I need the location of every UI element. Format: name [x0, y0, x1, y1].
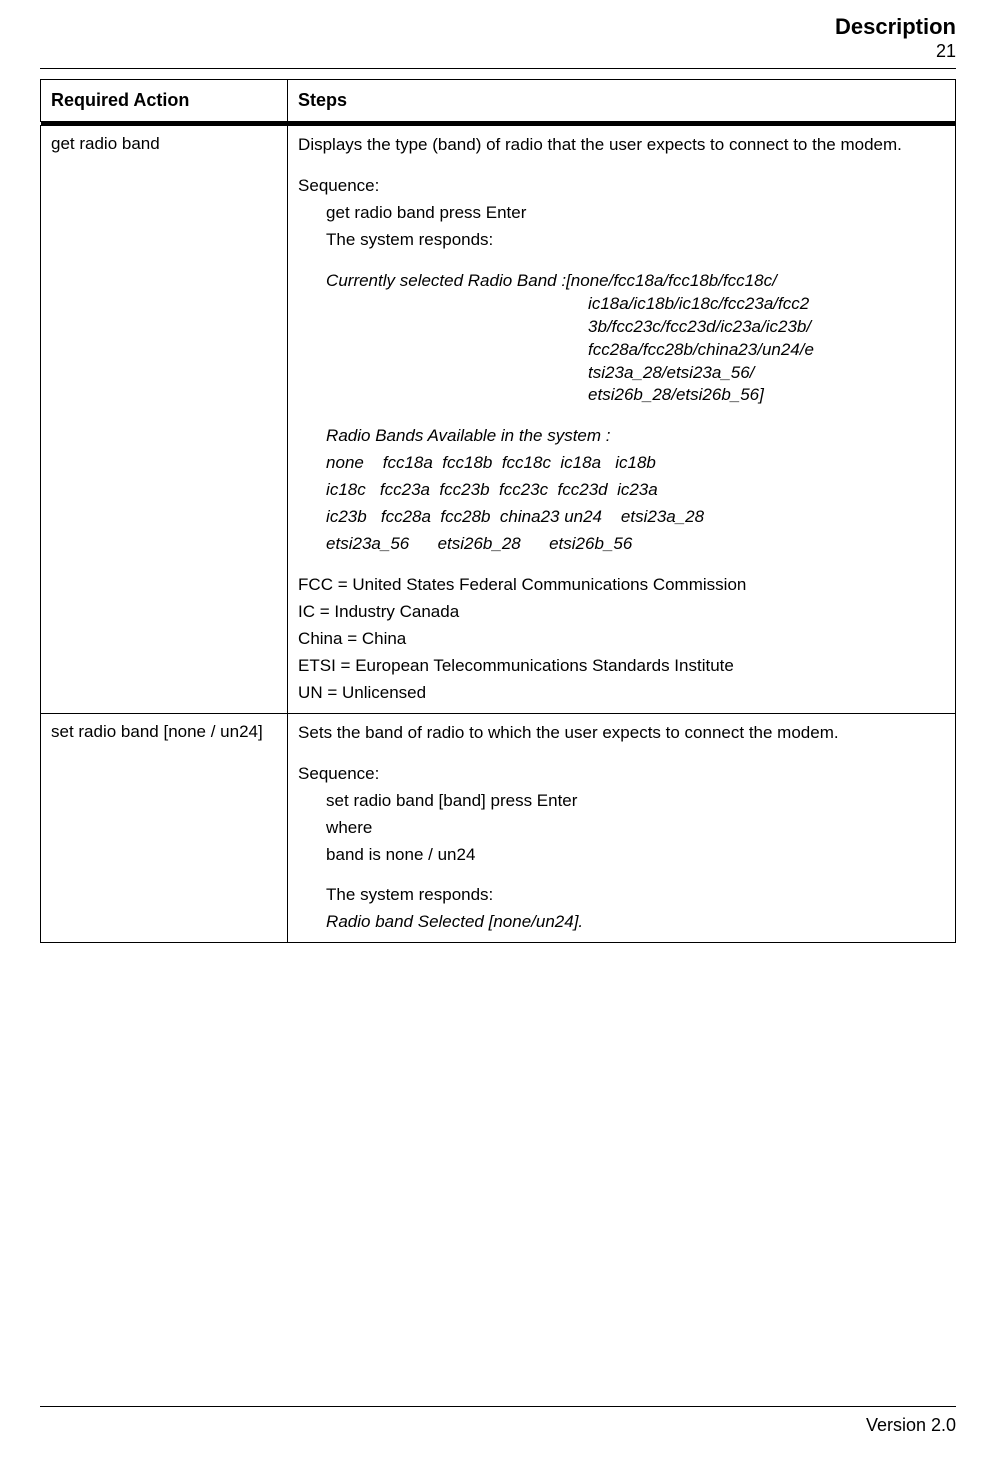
- avail-line: none fcc18a fcc18b fcc18c ic18a ic18b: [298, 452, 945, 475]
- table-row: set radio band [none / un24] Sets the ba…: [41, 713, 956, 943]
- intro-text: Displays the type (band) of radio that t…: [298, 134, 945, 157]
- avail-label: Radio Bands Available in the system :: [298, 425, 945, 448]
- seq-line: The system responds:: [298, 229, 945, 252]
- response-line: ic18a/ic18b/ic18c/fcc23a/fcc2: [298, 293, 945, 316]
- version-text: Version 2.0: [866, 1415, 956, 1435]
- sequence-label: Sequence:: [298, 175, 945, 198]
- header-page-number: 21: [40, 41, 956, 62]
- cell-action: set radio band [none / un24]: [41, 713, 288, 943]
- response-line: fcc28a/fcc28b/china23/un24/e: [298, 339, 945, 362]
- legend-line: IC = Industry Canada: [298, 601, 945, 624]
- response-line: Currently selected Radio Band :[none/fcc…: [298, 270, 945, 293]
- response-line: tsi23a_28/etsi23a_56/: [298, 362, 945, 385]
- legend-line: FCC = United States Federal Communicatio…: [298, 574, 945, 597]
- sequence-label: Sequence:: [298, 763, 945, 786]
- avail-line: ic18c fcc23a fcc23b fcc23c fcc23d ic23a: [298, 479, 945, 502]
- actions-table: Required Action Steps get radio band Dis…: [40, 79, 956, 943]
- table-row: get radio band Displays the type (band) …: [41, 126, 956, 714]
- resp-label: The system responds:: [298, 884, 945, 907]
- response-line: etsi26b_28/etsi26b_56]: [298, 384, 945, 407]
- avail-line: etsi23a_56 etsi26b_28 etsi26b_56: [298, 533, 945, 556]
- cell-action: get radio band: [41, 126, 288, 714]
- cell-steps: Sets the band of radio to which the user…: [288, 713, 956, 943]
- legend-line: ETSI = European Telecommunications Stand…: [298, 655, 945, 678]
- legend-line: UN = Unlicensed: [298, 682, 945, 705]
- response-line: 3b/fcc23c/fcc23d/ic23a/ic23b/: [298, 316, 945, 339]
- page-header: Description 21: [40, 0, 956, 69]
- cell-steps: Displays the type (band) of radio that t…: [288, 126, 956, 714]
- page-footer: Version 2.0: [40, 1406, 956, 1436]
- legend-line: China = China: [298, 628, 945, 651]
- resp-line: Radio band Selected [none/un24].: [298, 911, 945, 934]
- col-header-action: Required Action: [41, 80, 288, 122]
- table-header-row: Required Action Steps: [41, 80, 956, 122]
- seq-line: band is none / un24: [298, 844, 945, 867]
- col-header-steps: Steps: [288, 80, 956, 122]
- header-title: Description: [40, 14, 956, 40]
- intro-text: Sets the band of radio to which the user…: [298, 722, 945, 745]
- avail-line: ic23b fcc28a fcc28b china23 un24 etsi23a…: [298, 506, 945, 529]
- seq-line: set radio band [band] press Enter: [298, 790, 945, 813]
- seq-line: get radio band press Enter: [298, 202, 945, 225]
- seq-line: where: [298, 817, 945, 840]
